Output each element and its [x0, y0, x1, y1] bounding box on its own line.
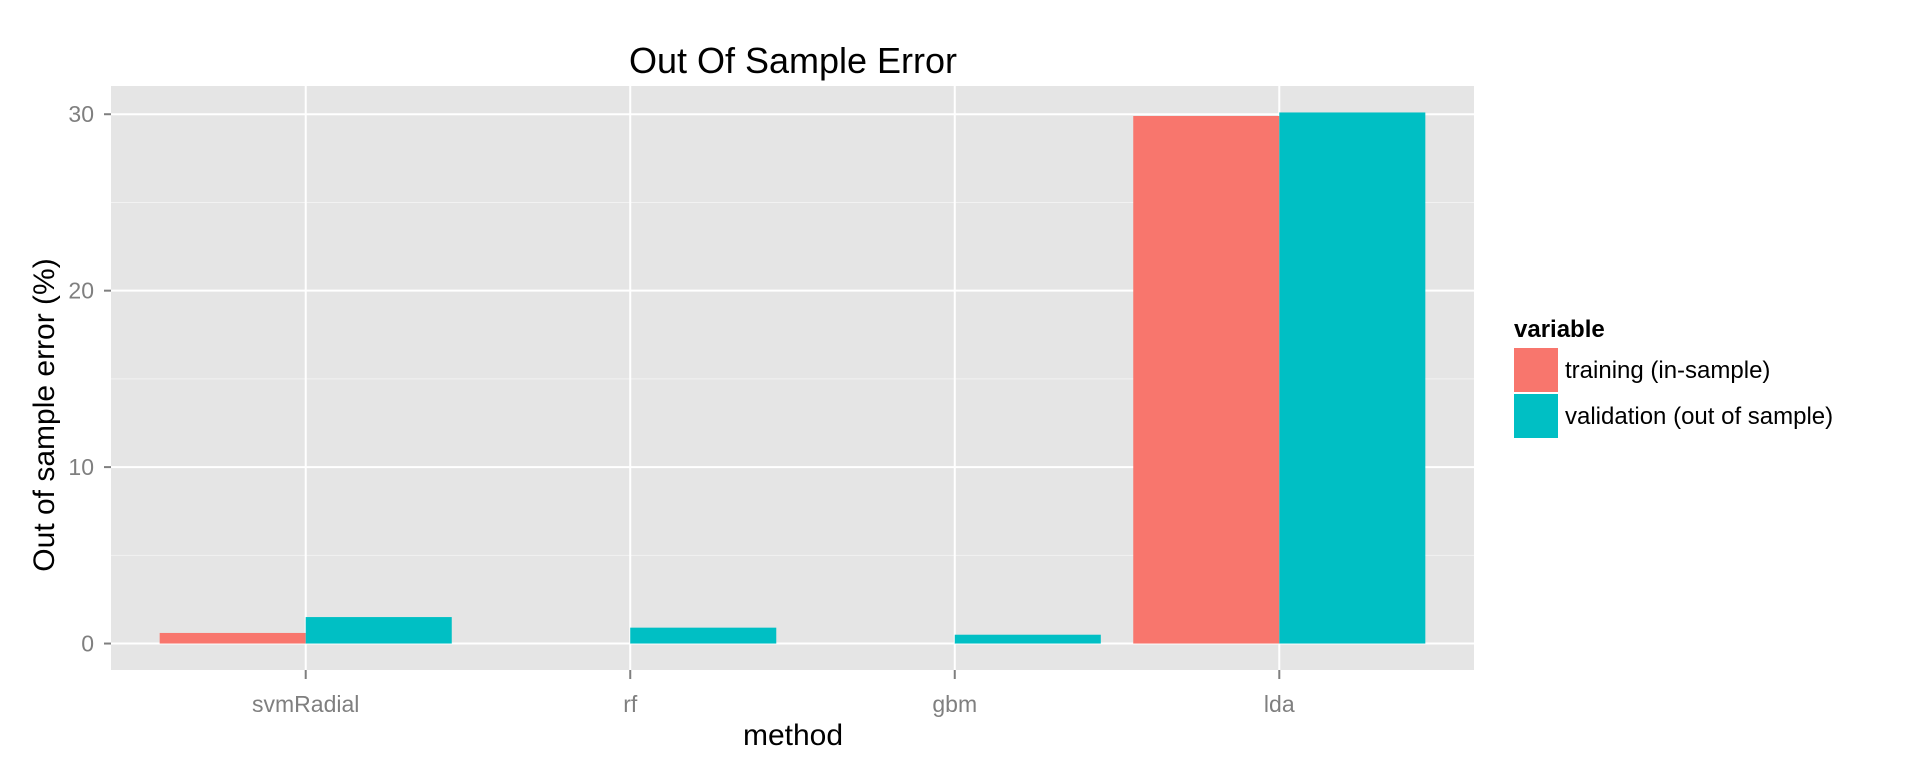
- legend-key-validation: [1514, 394, 1558, 438]
- y-tick-label: 30: [68, 101, 94, 127]
- y-tick-label: 0: [81, 631, 94, 657]
- y-axis-title: Out of sample error (%): [28, 258, 61, 571]
- bar-svmRadial-validation: [305, 617, 452, 644]
- y-axis: 0 10 20 30: [68, 101, 111, 657]
- bar-svmRadial-training: [159, 632, 306, 644]
- x-tick-label-lda: lda: [1264, 691, 1295, 717]
- x-tick-label-gbm: gbm: [932, 691, 977, 717]
- legend-title: variable: [1514, 316, 1605, 343]
- bar-gbm-validation: [954, 634, 1101, 644]
- legend: variable training (in-sample) validation …: [1514, 316, 1833, 438]
- plot-panel: [111, 86, 1474, 670]
- bar-lda-training: [1133, 115, 1280, 644]
- x-tick-label-rf: rf: [623, 691, 638, 717]
- x-axis-title: method: [743, 719, 843, 752]
- legend-label-validation: validation (out of sample): [1565, 403, 1833, 430]
- y-tick-label: 10: [68, 454, 94, 480]
- x-axis: svmRadial rf gbm lda: [252, 670, 1295, 717]
- x-tick-label-svmRadial: svmRadial: [252, 691, 359, 717]
- chart-title: Out Of Sample Error: [629, 40, 957, 81]
- y-tick-label: 20: [68, 278, 94, 304]
- legend-key-training: [1514, 348, 1558, 392]
- bar-rf-validation: [630, 627, 777, 644]
- legend-label-training: training (in-sample): [1565, 357, 1770, 384]
- bar-lda-validation: [1279, 112, 1426, 644]
